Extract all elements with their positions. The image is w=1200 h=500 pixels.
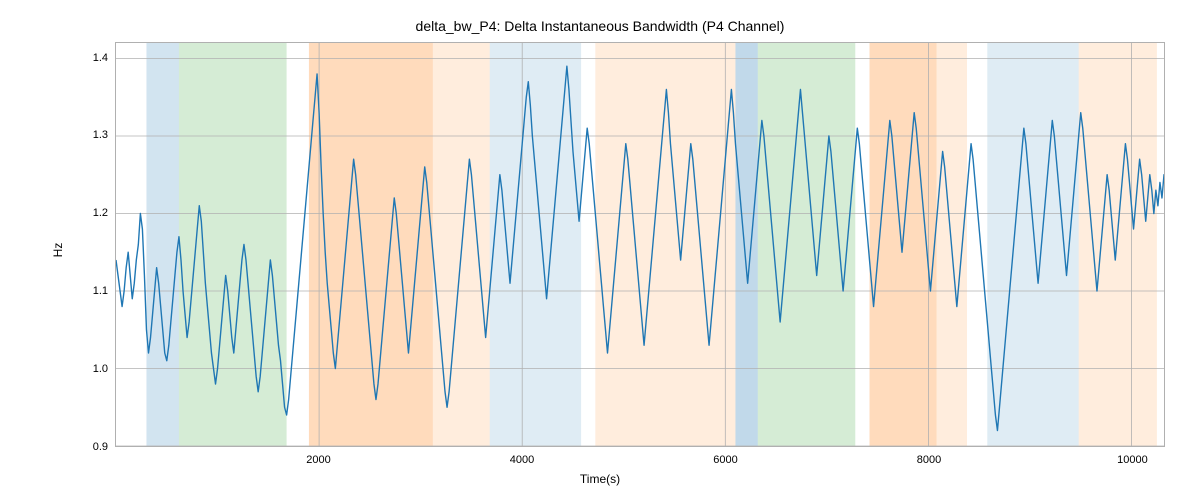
background-span (758, 43, 855, 446)
ytick-label: 1.3 (78, 129, 108, 141)
ytick-label: 0.9 (78, 441, 108, 453)
figure: delta_bw_P4: Delta Instantaneous Bandwid… (0, 0, 1200, 500)
ytick-label: 1.0 (78, 363, 108, 375)
ytick-label: 1.2 (78, 207, 108, 219)
xtick-label: 4000 (510, 454, 534, 466)
background-span (490, 43, 581, 446)
xtick-label: 2000 (306, 454, 330, 466)
plot-svg (116, 43, 1164, 446)
background-span (1079, 43, 1157, 446)
background-span (735, 43, 757, 446)
ytick-label: 1.1 (78, 285, 108, 297)
plot-area (115, 42, 1165, 447)
background-span (179, 43, 287, 446)
background-span (146, 43, 178, 446)
chart-title: delta_bw_P4: Delta Instantaneous Bandwid… (0, 18, 1200, 34)
xtick-label: 8000 (917, 454, 941, 466)
xtick-label: 10000 (1117, 454, 1148, 466)
x-axis-label: Time(s) (0, 472, 1200, 486)
y-axis-label: Hz (51, 243, 65, 258)
xtick-label: 6000 (713, 454, 737, 466)
background-span (309, 43, 433, 446)
ytick-label: 1.4 (78, 52, 108, 64)
